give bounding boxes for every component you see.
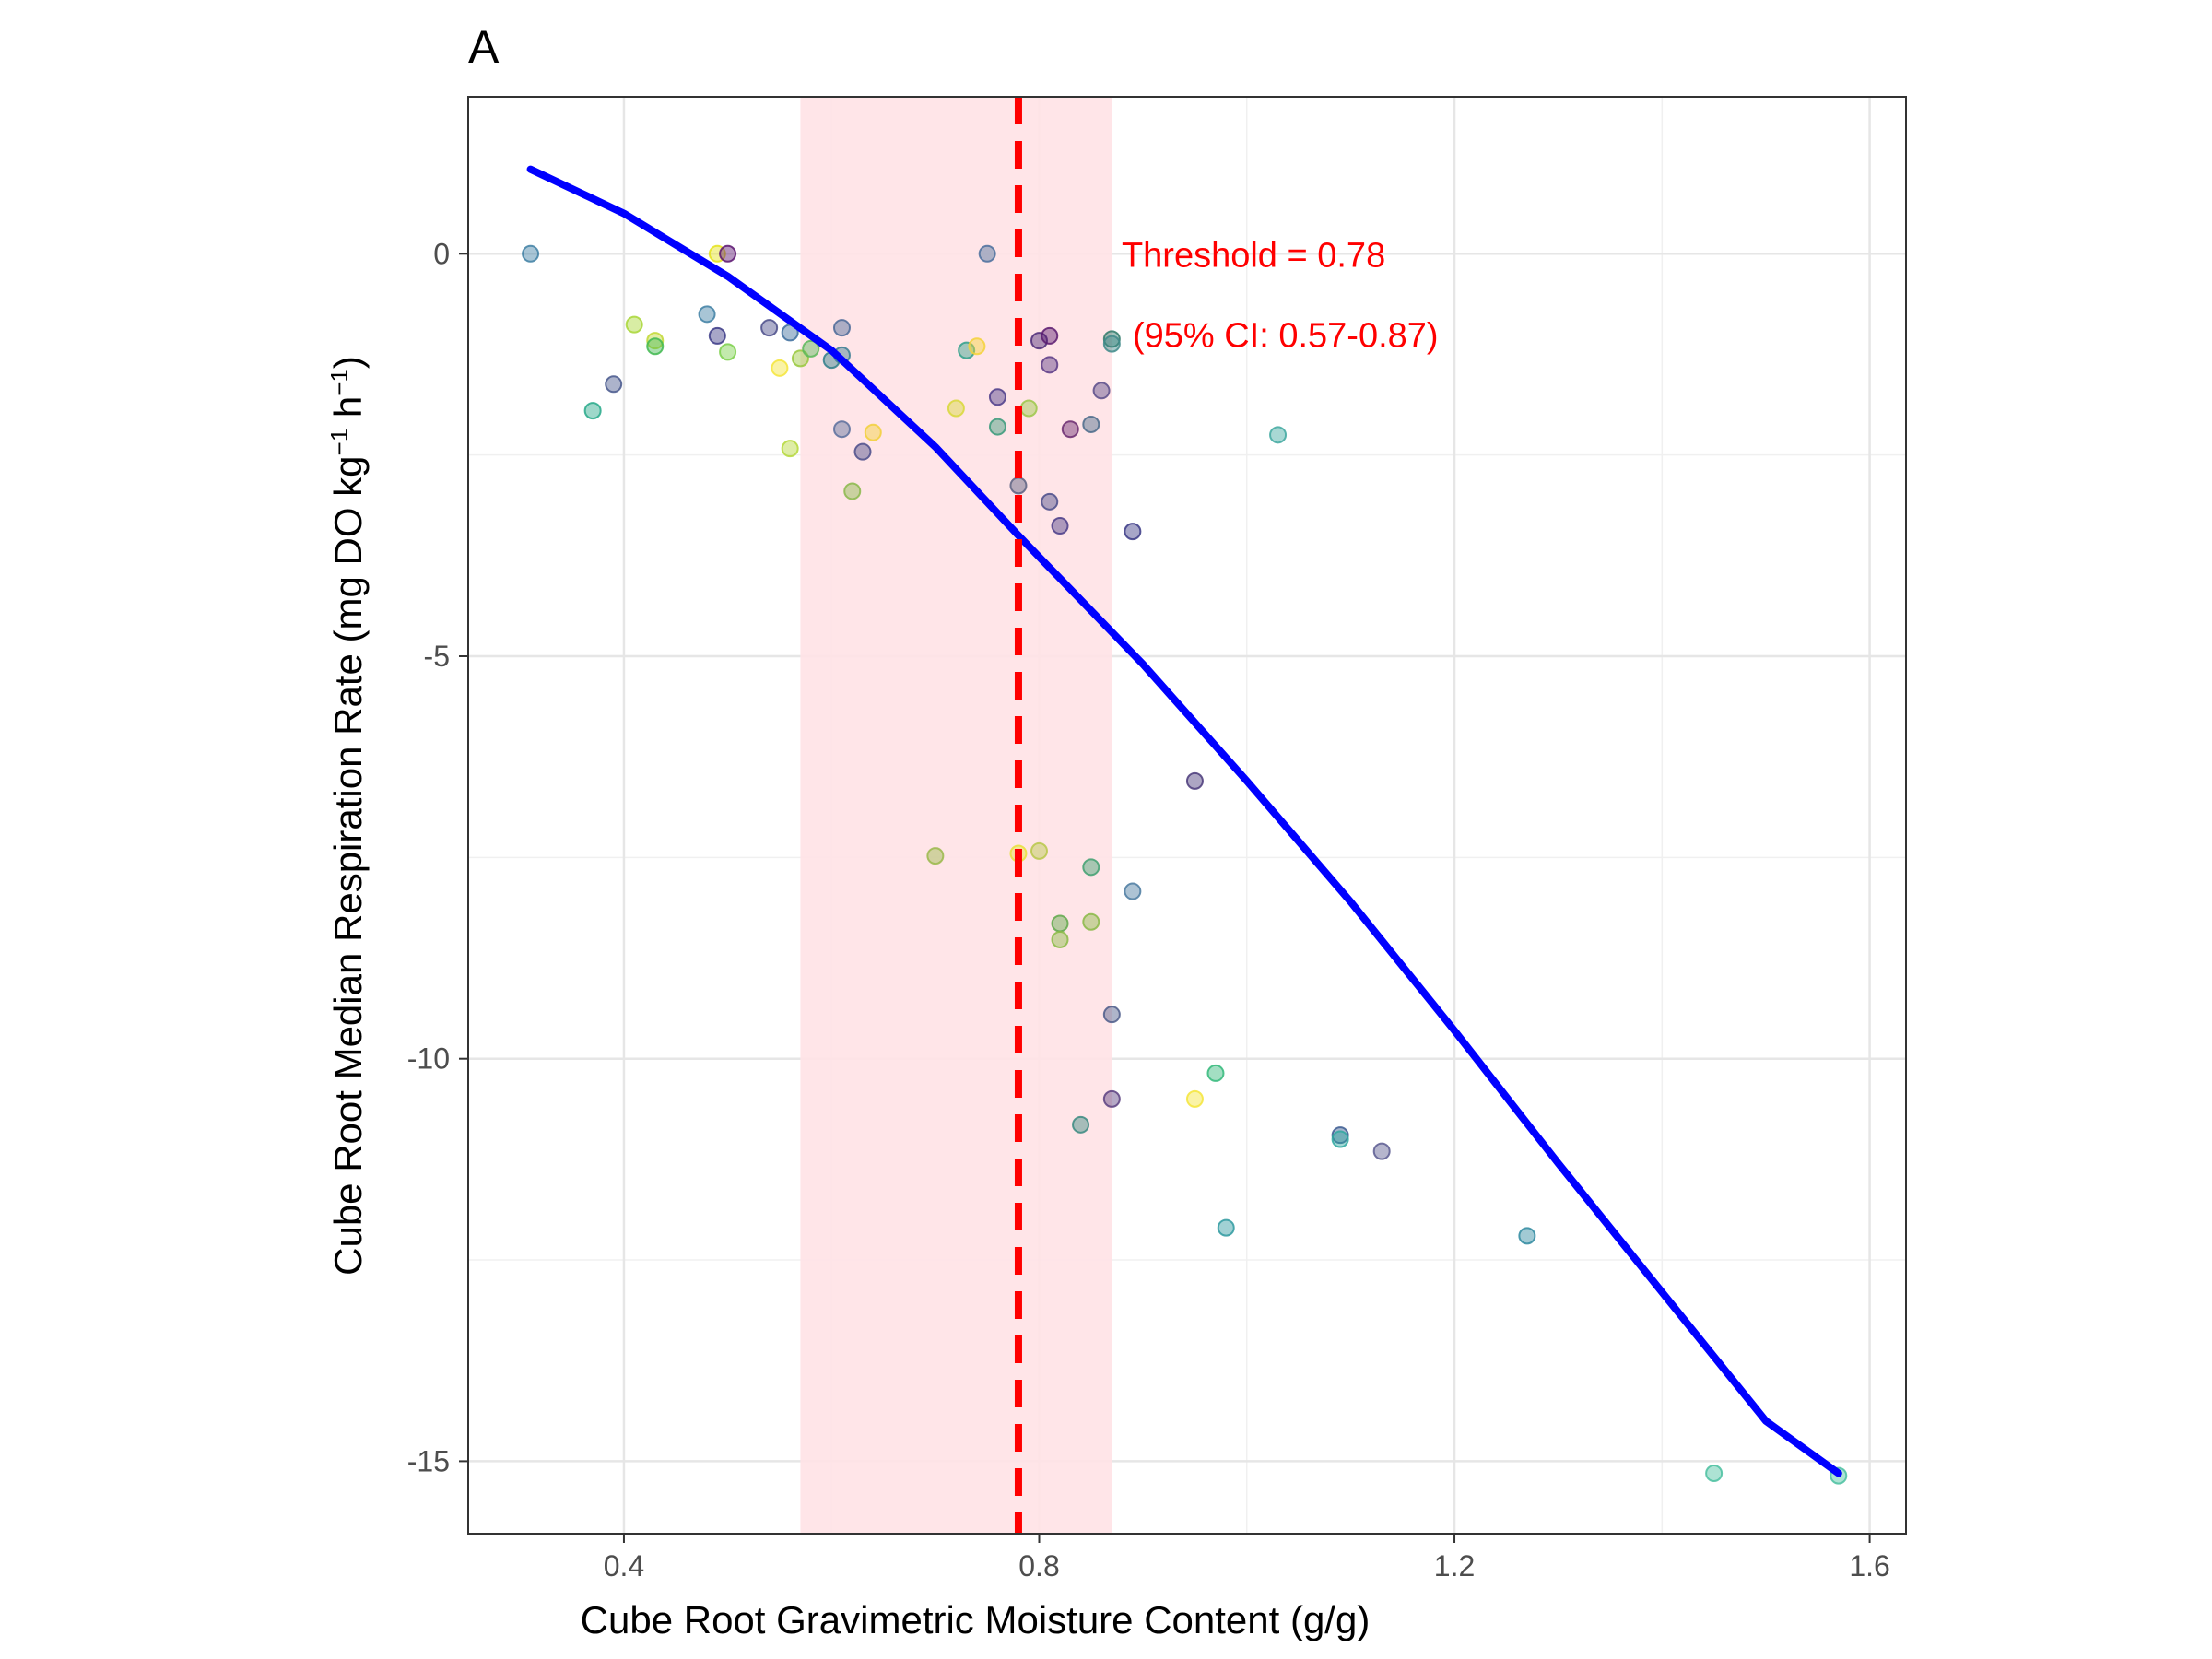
y-tick-label: 0: [433, 237, 450, 270]
data-point: [1082, 912, 1100, 931]
data-point: [1331, 1130, 1349, 1148]
data-point: [1092, 382, 1111, 400]
threshold-label: Threshold = 0.78: [1122, 236, 1385, 275]
data-point: [802, 339, 820, 358]
y-tick-label: -5: [424, 640, 450, 673]
data-point: [1051, 914, 1069, 933]
data-point: [1185, 771, 1204, 790]
data-point: [1030, 841, 1048, 860]
data-point: [719, 244, 737, 263]
data-point: [1041, 326, 1059, 345]
data-point: [1372, 1142, 1391, 1160]
y-axis-title-main: Cube Root Median Respiration Rate (mg DO…: [326, 455, 370, 1275]
data-point: [1041, 356, 1059, 374]
data-point: [988, 418, 1006, 436]
data-point: [1051, 930, 1069, 948]
data-point: [832, 420, 851, 439]
y-axis-title-end: ): [326, 356, 370, 369]
data-point: [708, 326, 726, 345]
plot-border: [467, 96, 1907, 1535]
y-tick-label: -15: [407, 1444, 450, 1477]
data-point: [1082, 858, 1100, 877]
data-point: [781, 440, 799, 458]
y-axis-title-exponent-2: −1: [325, 369, 353, 396]
data-point: [646, 332, 665, 350]
plot-panel: Threshold = 0.78 (95% CI: 0.57-0.87) 0.4 0.…: [407, 96, 1907, 1583]
data-point: [947, 399, 965, 418]
data-point: [1102, 1089, 1121, 1108]
data-point: [760, 319, 779, 337]
data-point: [1269, 426, 1288, 444]
fitted-curve: [526, 165, 1842, 1477]
data-point: [1518, 1227, 1536, 1245]
threshold-ci-label: (95% CI: 0.57-0.87): [1133, 317, 1439, 356]
data-point: [625, 315, 643, 334]
x-tick-label: 0.4: [604, 1549, 644, 1583]
data-point: [1217, 1218, 1235, 1237]
data-point: [1051, 517, 1069, 535]
data-point: [719, 343, 737, 361]
y-tick-label: -10: [407, 1042, 450, 1076]
y-axis-title-mid: h: [326, 396, 370, 429]
data-point: [926, 847, 945, 865]
x-tick-label: 1.2: [1434, 1549, 1475, 1583]
data-point: [968, 337, 986, 356]
data-point: [864, 423, 882, 441]
confidence-interval-band: [800, 97, 1112, 1534]
data-point: [1206, 1064, 1225, 1082]
data-point: [1102, 330, 1121, 348]
data-point: [1041, 492, 1059, 511]
data-point: [958, 341, 976, 359]
data-point: [1030, 332, 1048, 350]
data-point: [978, 244, 996, 263]
data-point: [1009, 477, 1028, 495]
data-point: [1102, 1006, 1121, 1024]
data-point: [522, 244, 540, 263]
data-point: [771, 359, 789, 377]
data-point: [646, 337, 665, 356]
plot-background: [468, 97, 1906, 1534]
data-point: [1124, 523, 1142, 541]
data-point: [1019, 399, 1038, 418]
data-point: [605, 375, 623, 394]
data-point: [698, 305, 716, 324]
x-tick-label: 0.8: [1018, 1549, 1059, 1583]
data-point: [832, 319, 851, 337]
data-point: [853, 442, 872, 461]
data-point: [988, 388, 1006, 406]
y-axis-title: Cube Root Median Respiration Rate (mg DO…: [325, 356, 370, 1276]
data-point: [1072, 1115, 1090, 1134]
data-point: [1082, 415, 1100, 433]
data-point: [1705, 1464, 1724, 1482]
data-point: [583, 402, 602, 420]
data-point: [843, 482, 862, 500]
data-point: [1124, 882, 1142, 900]
x-axis-title: Cube Root Gravimetric Moisture Content (…: [581, 1598, 1371, 1641]
x-tick-label: 1.6: [1849, 1549, 1889, 1583]
data-point: [1331, 1126, 1349, 1145]
data-point: [1102, 335, 1121, 353]
y-axis-title-exponent-1: −1: [325, 429, 353, 456]
data-point: [1185, 1089, 1204, 1108]
panel-label: A: [468, 21, 500, 73]
data-point: [1061, 420, 1079, 439]
